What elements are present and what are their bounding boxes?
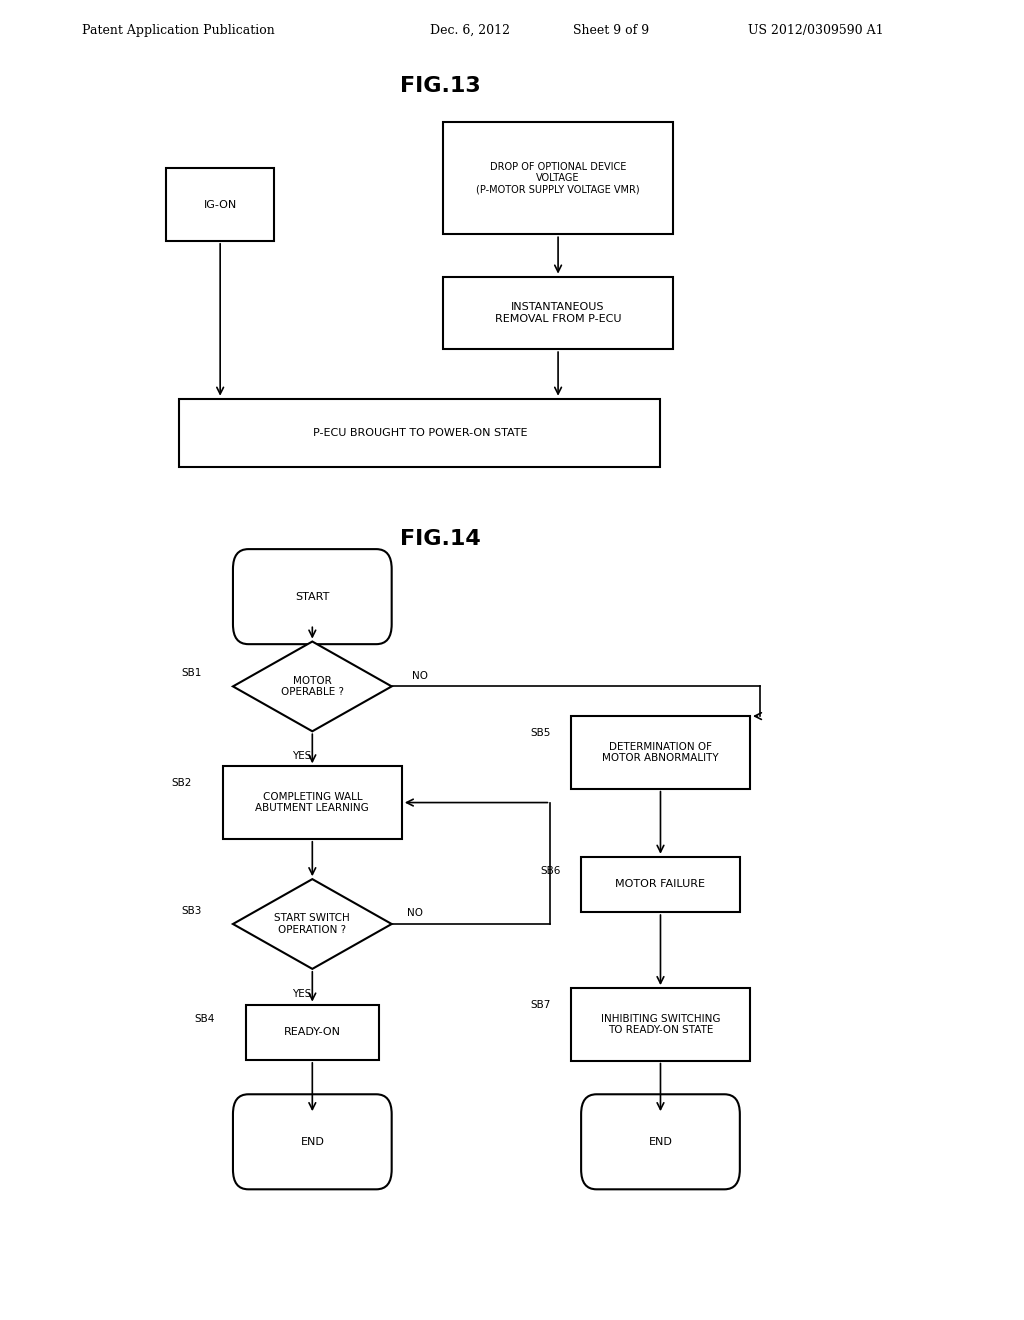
Text: INHIBITING SWITCHING
TO READY-ON STATE: INHIBITING SWITCHING TO READY-ON STATE xyxy=(601,1014,720,1035)
Text: START SWITCH
OPERATION ?: START SWITCH OPERATION ? xyxy=(274,913,350,935)
Text: Sheet 9 of 9: Sheet 9 of 9 xyxy=(573,24,649,37)
FancyBboxPatch shape xyxy=(582,1094,739,1189)
Text: END: END xyxy=(300,1137,325,1147)
Text: START: START xyxy=(295,591,330,602)
FancyBboxPatch shape xyxy=(166,168,274,242)
Text: IG-ON: IG-ON xyxy=(204,199,237,210)
Text: INSTANTANEOUS
REMOVAL FROM P-ECU: INSTANTANEOUS REMOVAL FROM P-ECU xyxy=(495,302,622,323)
FancyBboxPatch shape xyxy=(232,549,391,644)
FancyBboxPatch shape xyxy=(223,766,401,840)
FancyBboxPatch shape xyxy=(582,857,739,912)
Text: NO: NO xyxy=(408,908,423,919)
Text: FIG.14: FIG.14 xyxy=(400,528,480,549)
Text: SB3: SB3 xyxy=(182,906,202,916)
FancyBboxPatch shape xyxy=(571,715,750,789)
Text: YES: YES xyxy=(293,989,311,999)
Text: COMPLETING WALL
ABUTMENT LEARNING: COMPLETING WALL ABUTMENT LEARNING xyxy=(255,792,370,813)
FancyBboxPatch shape xyxy=(443,123,674,235)
Text: US 2012/0309590 A1: US 2012/0309590 A1 xyxy=(748,24,883,37)
FancyBboxPatch shape xyxy=(443,277,674,348)
FancyBboxPatch shape xyxy=(246,1005,379,1060)
Polygon shape xyxy=(232,642,391,731)
FancyBboxPatch shape xyxy=(179,399,660,467)
Text: P-ECU BROUGHT TO POWER-ON STATE: P-ECU BROUGHT TO POWER-ON STATE xyxy=(312,428,527,438)
Text: SB6: SB6 xyxy=(541,866,561,876)
Polygon shape xyxy=(232,879,391,969)
Text: YES: YES xyxy=(293,751,311,762)
Text: READY-ON: READY-ON xyxy=(284,1027,341,1038)
Text: FIG.13: FIG.13 xyxy=(400,75,480,96)
FancyBboxPatch shape xyxy=(232,1094,391,1189)
Text: SB2: SB2 xyxy=(172,777,193,788)
Text: MOTOR
OPERABLE ?: MOTOR OPERABLE ? xyxy=(281,676,344,697)
Text: SB4: SB4 xyxy=(195,1014,215,1024)
Text: MOTOR FAILURE: MOTOR FAILURE xyxy=(615,879,706,890)
Text: NO: NO xyxy=(412,671,428,681)
Text: Patent Application Publication: Patent Application Publication xyxy=(82,24,274,37)
Text: SB5: SB5 xyxy=(530,727,551,738)
Text: SB7: SB7 xyxy=(530,999,551,1010)
Text: SB1: SB1 xyxy=(182,668,202,678)
Text: Dec. 6, 2012: Dec. 6, 2012 xyxy=(430,24,510,37)
Text: END: END xyxy=(648,1137,673,1147)
Text: DROP OF OPTIONAL DEVICE
VOLTAGE
(P-MOTOR SUPPLY VOLTAGE VMR): DROP OF OPTIONAL DEVICE VOLTAGE (P-MOTOR… xyxy=(476,161,640,195)
Text: DETERMINATION OF
MOTOR ABNORMALITY: DETERMINATION OF MOTOR ABNORMALITY xyxy=(602,742,719,763)
FancyBboxPatch shape xyxy=(571,987,750,1061)
